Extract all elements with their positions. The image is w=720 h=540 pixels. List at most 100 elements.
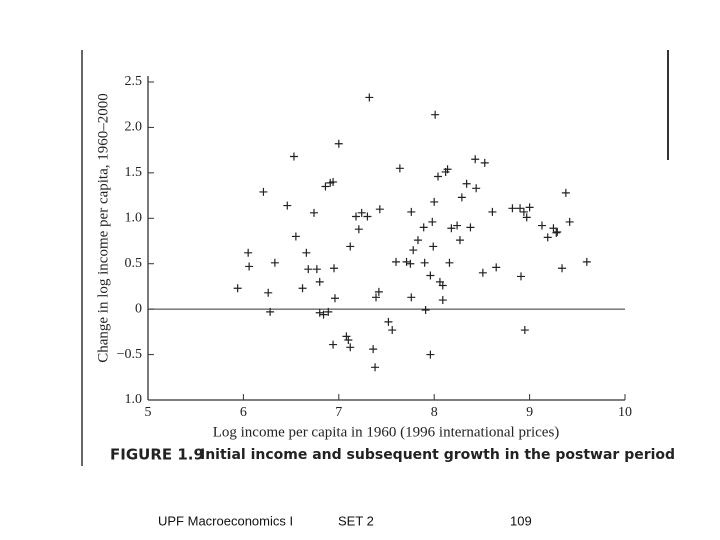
data-point <box>553 227 562 236</box>
data-point <box>302 248 311 257</box>
data-point <box>438 296 447 305</box>
y-tick-label: 2.0 <box>125 120 143 135</box>
data-point <box>342 332 351 341</box>
y-tick-label: 0 <box>135 301 142 316</box>
data-point <box>520 326 529 335</box>
data-point <box>298 284 307 293</box>
data-point <box>430 197 439 206</box>
data-point <box>525 203 534 212</box>
data-point <box>558 264 567 273</box>
data-point <box>488 207 497 216</box>
data-point <box>329 340 338 349</box>
data-point <box>516 204 525 213</box>
y-tick-label: 1.0 <box>125 211 143 226</box>
data-point <box>375 205 384 214</box>
data-point <box>428 217 437 226</box>
data-point <box>334 139 343 148</box>
data-point <box>344 336 353 345</box>
data-point <box>438 281 447 290</box>
data-point <box>395 164 404 173</box>
data-point <box>321 182 330 191</box>
footer-page: 109 <box>510 513 532 528</box>
data-point <box>413 236 422 245</box>
data-point <box>472 184 481 193</box>
data-point <box>582 257 591 266</box>
data-point <box>519 207 528 216</box>
data-point <box>419 223 428 232</box>
data-point <box>289 152 298 161</box>
data-point <box>455 236 464 245</box>
data-point <box>429 242 438 251</box>
data-point <box>434 172 443 181</box>
data-point <box>330 264 339 273</box>
data-point <box>409 246 418 255</box>
data-point <box>319 310 328 319</box>
data-point <box>346 242 355 251</box>
data-point <box>508 204 517 213</box>
x-tick-label: 9 <box>526 405 533 420</box>
x-axis-label: Log income per capita in 1960 (1996 inte… <box>213 424 560 440</box>
data-point <box>371 363 380 372</box>
data-point <box>346 343 355 352</box>
data-point <box>443 165 452 174</box>
data-point <box>453 221 462 230</box>
data-point <box>407 207 416 216</box>
data-point <box>426 271 435 280</box>
data-point <box>565 217 574 226</box>
data-point <box>406 259 415 268</box>
data-point <box>466 223 475 232</box>
data-point <box>552 228 561 237</box>
data-point <box>312 265 321 274</box>
data-point <box>324 307 333 316</box>
data-point <box>457 193 466 202</box>
data-point <box>420 258 429 267</box>
data-point <box>480 158 489 167</box>
x-tick-label: 7 <box>335 405 342 420</box>
data-point <box>392 257 401 266</box>
x-tick-label: 10 <box>618 405 632 420</box>
x-tick-label: 8 <box>431 405 438 420</box>
data-point <box>431 110 440 119</box>
data-point <box>309 208 318 217</box>
data-point <box>478 268 487 277</box>
data-point <box>245 262 254 271</box>
data-point <box>462 179 471 188</box>
data-point <box>266 307 275 316</box>
y-tick-label: 0.5 <box>125 256 143 271</box>
data-point <box>330 294 339 303</box>
data-point <box>543 233 552 242</box>
footer-course: UPF Macroeconomics I <box>158 513 293 528</box>
x-tick-label: 6 <box>240 405 247 420</box>
data-point <box>421 306 430 315</box>
data-point <box>354 225 363 234</box>
data-point <box>315 308 324 317</box>
data-point <box>384 317 393 326</box>
data-point <box>259 187 268 196</box>
y-tick-label: 1.5 <box>125 165 143 180</box>
x-tick-label: 5 <box>145 405 152 420</box>
data-point <box>522 213 531 222</box>
data-point <box>244 248 253 257</box>
data-point <box>407 293 416 302</box>
data-point <box>426 350 435 359</box>
data-point <box>447 224 456 233</box>
data-point <box>388 326 397 335</box>
y-tick-label: −0.5 <box>117 347 142 362</box>
data-point <box>549 224 558 233</box>
data-point <box>369 345 378 354</box>
data-point <box>351 212 360 221</box>
data-point <box>445 258 454 267</box>
y-tick-label: 2.5 <box>125 74 143 89</box>
data-point <box>304 265 313 274</box>
data-point <box>517 272 526 281</box>
data-point <box>315 277 324 286</box>
data-point <box>233 284 242 293</box>
data-point <box>264 288 273 297</box>
data-point <box>471 155 480 164</box>
footer-set: SET 2 <box>338 513 374 528</box>
data-point <box>402 257 411 266</box>
figure-label: FIGURE 1.9 <box>110 446 204 464</box>
y-axis-label: Change in log income per capita, 1960–20… <box>95 93 111 363</box>
data-point <box>538 221 547 230</box>
